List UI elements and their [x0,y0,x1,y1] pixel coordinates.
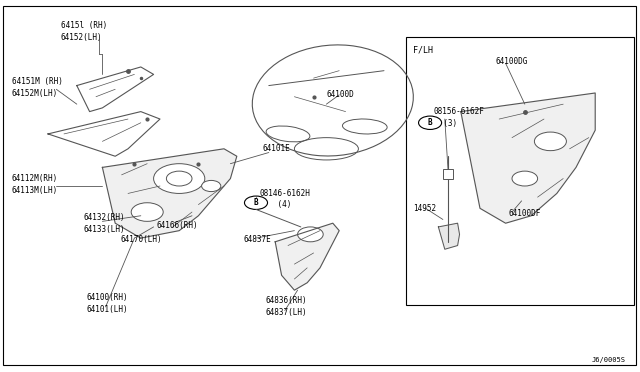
Circle shape [298,227,323,242]
Polygon shape [438,223,460,249]
Circle shape [512,171,538,186]
Circle shape [154,164,205,193]
Text: 64101E: 64101E [262,144,290,153]
Text: 64100(RH)
64101(LH): 64100(RH) 64101(LH) [86,293,128,314]
Text: 64112M(RH)
64113M(LH): 64112M(RH) 64113M(LH) [12,174,58,195]
Bar [443,169,453,179]
Circle shape [419,116,442,129]
Text: 64100D: 64100D [326,90,354,99]
Text: 64166(RH): 64166(RH) [157,221,198,230]
Text: J6/0005S: J6/0005S [592,357,626,363]
Text: 64170(LH): 64170(LH) [120,235,162,244]
Circle shape [166,171,192,186]
Text: 64100DG: 64100DG [496,57,529,66]
Circle shape [534,132,566,151]
Text: F/LH: F/LH [413,46,433,55]
Circle shape [202,180,221,192]
Polygon shape [461,93,595,223]
Text: B: B [253,198,259,207]
Bar [406,37,634,305]
Circle shape [131,203,163,221]
Text: 64836(RH)
64837(LH): 64836(RH) 64837(LH) [266,296,307,317]
Text: 64151M (RH)
64152M(LH): 64151M (RH) 64152M(LH) [12,77,62,98]
Text: B: B [428,118,433,127]
Text: 64837E: 64837E [243,235,271,244]
Text: 64100DF: 64100DF [509,209,541,218]
Text: 08146-6162H
    (4): 08146-6162H (4) [259,189,310,209]
Circle shape [244,196,268,209]
Polygon shape [102,149,237,238]
Polygon shape [275,223,339,290]
Text: 14952: 14952 [413,204,436,213]
Text: 6415l (RH)
64152(LH): 6415l (RH) 64152(LH) [61,21,107,42]
Text: 64132(RH)
64133(LH): 64132(RH) 64133(LH) [83,213,125,234]
Text: 08156-6162F
  (3): 08156-6162F (3) [434,107,484,128]
